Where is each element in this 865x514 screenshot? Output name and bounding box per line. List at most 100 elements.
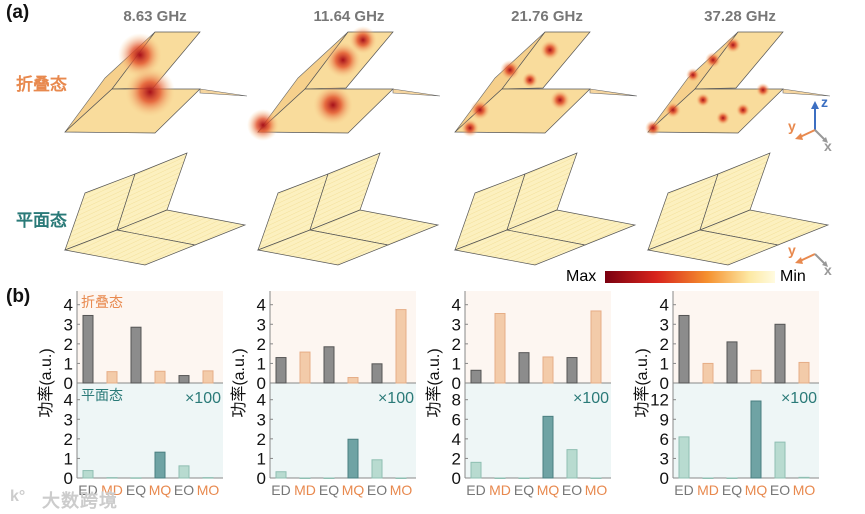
y-tick-label: 1: [64, 449, 73, 468]
bar-folded-eq: [518, 352, 530, 384]
y-tick-label: 3: [64, 410, 73, 429]
y-axis-label: 功率(a.u.): [37, 348, 55, 417]
folded-structure-2: [247, 26, 441, 141]
bar-folded-eo: [774, 323, 786, 384]
bar-folded-md: [702, 362, 714, 384]
bar-flat-md: [702, 477, 714, 479]
y-tick-label: 4: [64, 296, 73, 315]
bar-flat-mo: [395, 477, 407, 479]
y-tick-label: 1: [64, 354, 73, 373]
y-tick-label: 2: [452, 449, 461, 468]
field-hotspot: [756, 83, 770, 97]
x-category-label: MQ: [537, 482, 560, 498]
axis-x-label: x: [824, 138, 832, 154]
folded-wing-sheet: [199, 88, 248, 97]
y-tick-label: 3: [257, 315, 266, 334]
bar-folded-eq: [726, 341, 738, 384]
bar-flat-eq: [726, 477, 738, 479]
y-tick-label: 9: [660, 410, 669, 429]
bar-flat-eo: [178, 465, 190, 479]
bar-flat-eo: [371, 459, 383, 479]
field-hotspot: [550, 90, 570, 110]
y-axis-label: 功率(a.u.): [425, 348, 443, 417]
bar-flat-mo: [202, 477, 214, 479]
flat-structure-2: [256, 152, 440, 266]
y-tick-label: 0: [452, 469, 461, 488]
field-hotspot: [470, 100, 490, 120]
y-tick-label: 0: [257, 469, 266, 488]
bar-flat-ed: [678, 436, 690, 479]
bar-folded-ed: [275, 357, 287, 384]
y-tick-label: 1: [660, 354, 669, 373]
folded-lower-sheet: [647, 88, 784, 134]
colorbar-max-label: Max: [566, 268, 597, 285]
y-tick-label: 4: [257, 296, 266, 315]
frequency-title-1: 8.63 GHz: [123, 8, 187, 25]
watermark: 大数跨境: [42, 491, 118, 511]
bar-folded-ed: [470, 369, 482, 384]
y-tick-label: 2: [257, 335, 266, 354]
y-tick-label: 0: [64, 374, 73, 393]
folded-structure-1: [64, 31, 248, 134]
x-category-label: EO: [174, 482, 194, 498]
y-tick-label: 0: [660, 469, 669, 488]
y-tick-label: 8: [452, 391, 461, 410]
field-hotspot: [725, 37, 741, 53]
scale-factor-label: ×100: [378, 390, 414, 407]
y-tick-label: 6: [452, 410, 461, 429]
x-category-label: EQ: [514, 482, 534, 498]
colorbar-min-label: Min: [780, 268, 806, 285]
bar-flat-eq: [518, 477, 530, 479]
y-tick-label: 6: [660, 430, 669, 449]
frequency-title-3: 21.76 GHz: [511, 8, 583, 25]
bar-folded-mq: [542, 356, 554, 384]
scale-factor-label: ×100: [185, 390, 221, 407]
x-category-label: MQ: [342, 482, 365, 498]
bar-folded-md: [494, 313, 506, 384]
y-tick-label: 0: [64, 469, 73, 488]
bar-folded-eo: [566, 357, 578, 384]
folded-upper-sheet: [694, 31, 784, 90]
folded-plot-background: [673, 291, 819, 383]
axis-z-label: z: [821, 94, 828, 110]
y-tick-label: 1: [452, 354, 461, 373]
x-category-label: EO: [770, 482, 790, 498]
field-hotspot: [461, 119, 479, 137]
bar-flat-eq: [323, 477, 335, 479]
scale-factor-label: ×100: [781, 390, 817, 407]
y-tick-label: 4: [452, 430, 461, 449]
bar-flat-mq: [154, 451, 166, 479]
bar-flat-mo: [798, 476, 810, 479]
bar-folded-mo: [590, 310, 602, 384]
field-hotspot: [705, 52, 721, 68]
field-hotspot: [118, 33, 162, 77]
scale-factor-label: ×100: [573, 390, 609, 407]
y-tick-label: 1: [257, 449, 266, 468]
folded-chart-label: 折叠态: [81, 294, 123, 310]
folded-plot-background: [77, 291, 223, 383]
y-tick-label: 4: [64, 391, 73, 410]
x-category-label: ED: [78, 482, 97, 498]
x-category-label: EQ: [722, 482, 742, 498]
bar-flat-eo: [774, 441, 786, 479]
field-hotspot: [500, 60, 520, 80]
frequency-title-4: 37.28 GHz: [704, 8, 776, 25]
flat-plot-background: [270, 383, 416, 478]
bar-flat-mq: [750, 400, 762, 479]
y-tick-label: 3: [64, 315, 73, 334]
folded-wing-sheet: [589, 88, 638, 97]
field-hotspot: [665, 102, 681, 118]
bar-folded-md: [106, 371, 118, 384]
watermark-logo-icon: k°: [10, 488, 26, 505]
bar-flat-ed: [275, 471, 287, 479]
flat-structure-4: [646, 152, 830, 266]
y-tick-label: 3: [452, 315, 461, 334]
x-category-label: MD: [101, 482, 123, 498]
bar-folded-md: [299, 351, 311, 384]
x-category-label: ED: [674, 482, 693, 498]
field-hotspot: [716, 111, 730, 125]
bar-folded-ed: [678, 314, 690, 384]
x-category-label: MO: [585, 482, 608, 498]
